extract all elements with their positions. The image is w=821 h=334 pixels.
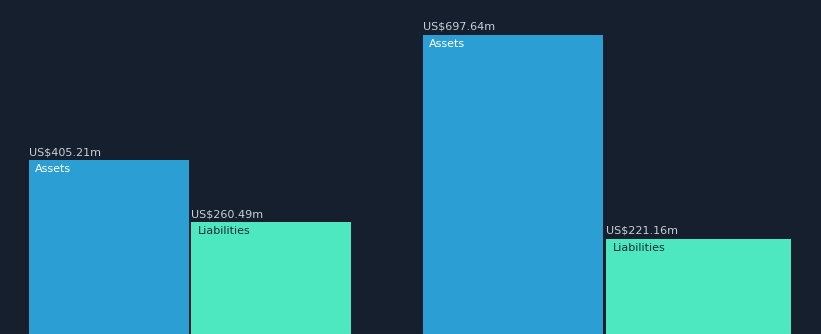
Text: US$405.21m: US$405.21m bbox=[29, 147, 101, 157]
FancyBboxPatch shape bbox=[29, 161, 189, 334]
FancyBboxPatch shape bbox=[606, 239, 791, 334]
Text: US$260.49m: US$260.49m bbox=[191, 209, 264, 219]
Text: US$697.64m: US$697.64m bbox=[423, 22, 495, 32]
Text: Liabilities: Liabilities bbox=[198, 226, 250, 236]
Text: Assets: Assets bbox=[35, 164, 71, 174]
Text: Liabilities: Liabilities bbox=[612, 243, 665, 253]
FancyBboxPatch shape bbox=[191, 222, 351, 334]
Text: Assets: Assets bbox=[429, 39, 466, 49]
FancyBboxPatch shape bbox=[423, 35, 603, 334]
Text: US$221.16m: US$221.16m bbox=[606, 226, 678, 236]
